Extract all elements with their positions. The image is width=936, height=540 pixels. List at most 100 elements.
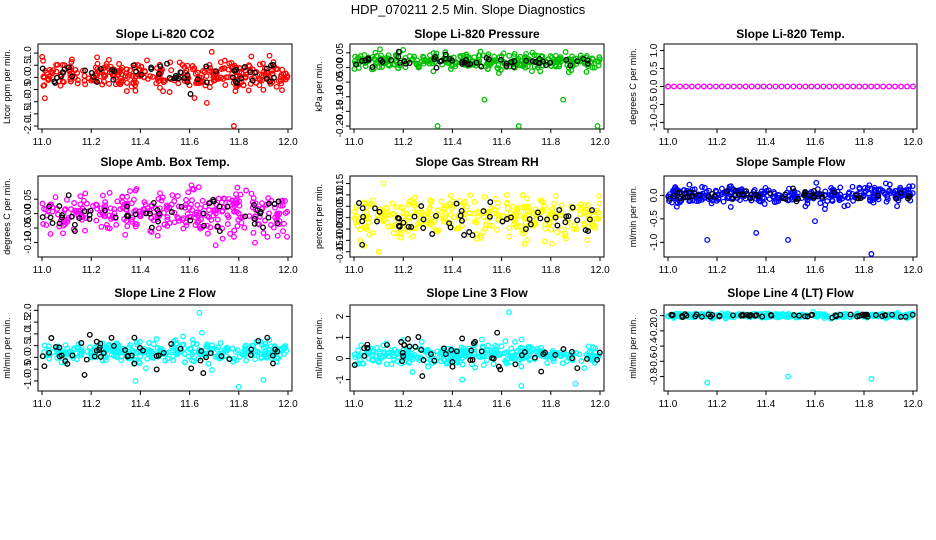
data-point	[103, 221, 110, 228]
data-point	[360, 360, 367, 367]
overlay-point	[438, 57, 445, 64]
overlay-point	[212, 68, 219, 75]
data-point	[260, 230, 267, 236]
overlay-point	[740, 312, 746, 319]
data-point	[132, 350, 139, 357]
data-point	[383, 205, 390, 212]
data-point	[446, 201, 453, 208]
x-tick-label: 12.0	[278, 265, 298, 276]
x-tick-label: 11.8	[229, 265, 248, 276]
y-axis-label: percent per min.	[314, 184, 324, 249]
overlay-point	[696, 192, 703, 199]
data-point	[64, 345, 71, 352]
data-point	[191, 349, 198, 356]
data-point	[372, 49, 379, 56]
overlay-point	[234, 80, 241, 87]
overlay-point	[265, 200, 272, 207]
overlay-point	[453, 200, 460, 207]
y-tick-label: -2.0	[23, 117, 34, 135]
plot-frame	[663, 304, 918, 392]
data-point	[186, 214, 193, 220]
data-point	[537, 209, 544, 215]
overlay-point	[470, 340, 477, 347]
overlay-point	[418, 346, 425, 353]
outlier-point	[785, 373, 791, 380]
outlier-point	[203, 99, 210, 106]
overlay-point	[446, 220, 453, 227]
data-point	[60, 230, 66, 237]
data-point	[435, 212, 442, 219]
overlay-point	[270, 61, 277, 68]
data-point	[596, 200, 603, 207]
overlay-point	[181, 75, 188, 81]
y-tick-label: -0.05	[335, 70, 346, 93]
data-point	[550, 58, 557, 65]
data-point	[118, 77, 125, 84]
overlay-point	[521, 349, 528, 356]
data-point	[188, 201, 194, 208]
data-point	[585, 343, 592, 350]
overlay-point	[260, 224, 266, 231]
data-point	[158, 197, 165, 204]
data-point	[485, 342, 491, 349]
data-point	[776, 313, 782, 320]
data-point	[784, 83, 791, 90]
overlay-point	[458, 207, 465, 214]
overlay-point	[81, 371, 88, 378]
data-point	[166, 89, 173, 96]
data-point	[284, 233, 290, 240]
overlay-point	[467, 357, 474, 364]
data-point	[174, 193, 181, 200]
y-tick-label: -0.5	[23, 360, 34, 378]
data-point	[466, 209, 473, 216]
overlay-point	[487, 199, 494, 206]
overlay-point	[669, 312, 676, 319]
y-tick-label: 0.05	[335, 196, 346, 216]
data-point	[223, 344, 230, 351]
series-points	[39, 182, 291, 249]
data-point	[518, 336, 525, 343]
overlay-point	[351, 362, 358, 368]
data-point	[778, 83, 785, 90]
overlay-point	[538, 368, 545, 375]
overlay-points	[39, 60, 277, 97]
overlay-point	[216, 228, 223, 235]
overlay-point	[707, 313, 714, 320]
data-point	[409, 368, 416, 375]
data-point	[282, 197, 288, 204]
data-point	[794, 190, 801, 197]
data-point	[57, 82, 64, 89]
data-point	[193, 209, 200, 216]
data-point	[273, 83, 280, 90]
data-point	[242, 342, 249, 349]
overlay-point	[400, 353, 407, 360]
data-point	[760, 83, 767, 90]
overlay-point	[56, 353, 63, 360]
data-point	[61, 351, 68, 358]
data-point	[161, 221, 168, 228]
overlay-point	[674, 190, 681, 197]
y-axis-label: degrees C per min.	[2, 178, 12, 255]
outlier-point	[230, 123, 237, 129]
overlay-point	[359, 205, 366, 212]
y-tick-label: -0.5	[649, 95, 660, 113]
data-point	[190, 358, 197, 365]
y-tick-label: -0.10	[335, 229, 346, 252]
panel-6: Slope Sample Flow 11.0 11.2 11.4 11.6 11.8 12.…	[628, 155, 923, 276]
overlay-point	[110, 76, 117, 83]
overlay-point	[569, 204, 576, 211]
data-point	[397, 230, 404, 237]
overlay-point	[257, 208, 264, 215]
data-point	[438, 198, 445, 205]
panel-1: Slope Li-820 CO2 11.0 11.2 11.4 11.6 11.8 12.0…	[2, 27, 298, 148]
outlier-point	[375, 248, 382, 255]
x-tick-label: 11.2	[708, 265, 727, 276]
overlay-point	[399, 349, 406, 356]
data-point	[850, 83, 857, 90]
data-point	[517, 223, 524, 230]
panel-title: Slope Li-820 Temp.	[736, 27, 844, 41]
overlay-point	[359, 218, 366, 225]
data-point	[459, 349, 466, 356]
y-tick-label: -0.15	[335, 100, 346, 123]
outlier-point	[132, 87, 139, 94]
